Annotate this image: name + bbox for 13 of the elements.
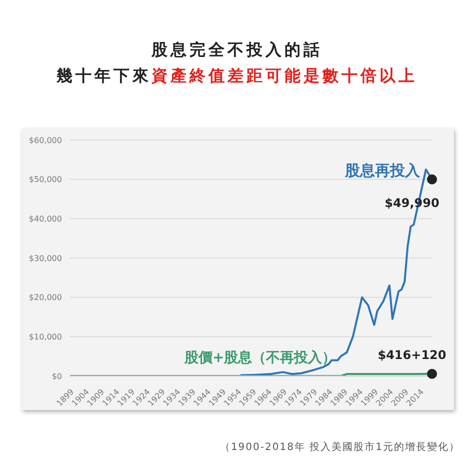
chart-title: 股息完全不投入的話 xyxy=(150,40,324,61)
y-tick-label: $40,000 xyxy=(28,214,62,224)
annotation: $416+120 xyxy=(378,348,446,362)
chart-subtitle: 幾十年下來資產終值差距可能是數十倍以上 xyxy=(56,66,418,85)
text: （1900-2018年 投入美國股市1元的增長變化） xyxy=(220,440,460,454)
y-tick-label: $10,000 xyxy=(28,332,62,342)
series-label: 股價+股息（不再投入） xyxy=(183,350,336,366)
y-tick-label: $0 xyxy=(52,372,62,381)
y-tick-label: $50,000 xyxy=(28,175,62,184)
y-tick-label: $60,000 xyxy=(28,136,62,145)
y-tick-label: $20,000 xyxy=(28,293,62,302)
y-tick-label: $30,000 xyxy=(28,254,62,263)
series-label: 股息再投入 xyxy=(344,161,421,180)
